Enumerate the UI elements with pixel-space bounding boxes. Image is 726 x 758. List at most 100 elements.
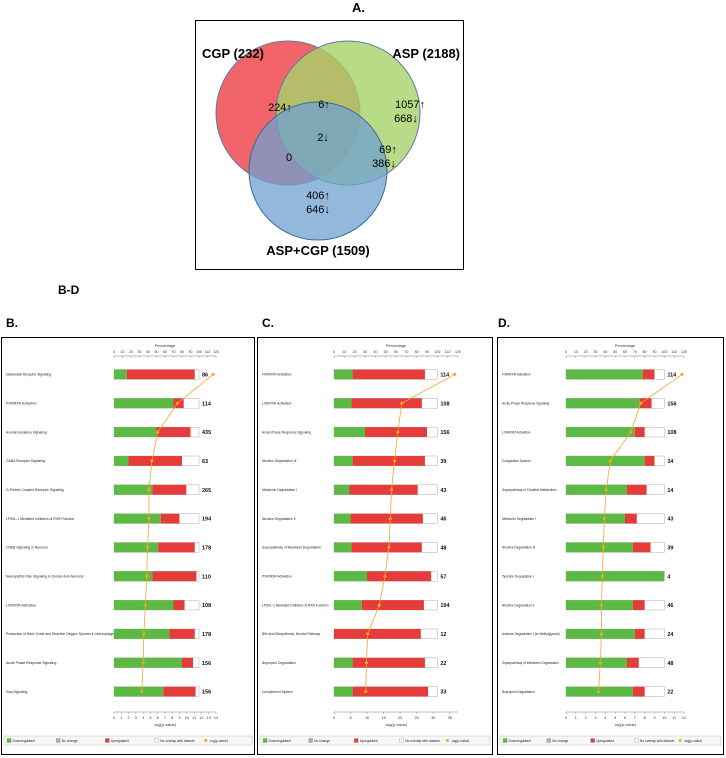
downregulated-bar [334,427,365,437]
bottom-tick-label: 1 [120,716,122,720]
upregulated-bar [626,657,639,668]
total-molecules-label: 114 [667,372,677,378]
downregulated-bar [114,542,159,553]
legend-swatch-down [262,738,268,743]
legend-swatch-none [154,738,159,743]
legend-swatch-nochange [308,738,313,743]
legend-label-none: No overlap with dataset [405,739,440,743]
downregulated-bar [114,571,153,582]
pathway-label: LXR/RXR Activation [262,401,291,405]
pathway-label: Acute Phase Response Signaling [502,401,550,405]
pathway-label: Nicotine Degradation II [502,603,535,607]
legend-swatch-up [105,738,110,743]
downregulated-bar [566,427,635,437]
bottom-tick-label: 1 [575,716,577,720]
upregulated-bar [634,427,645,437]
total-molecules-label: 265 [202,488,211,494]
top-tick-label: 70 [404,350,408,354]
bottom-tick-label: 2 [585,716,587,720]
downregulated-bar [114,657,182,668]
top-tick-label: 100 [196,350,202,354]
total-molecules-label: 108 [667,430,676,436]
venn-set-label-cgp: CGP (232) [202,46,264,61]
pathway-chart-d: Percentage 0 10 20 30 40 50 60 70 80 90 100 110 120 FX… [497,337,724,755]
legend-label-down: Downregulated [13,739,35,743]
upregulated-bar [639,398,652,409]
neglog-p-point [638,401,643,406]
neglog-p-line [598,374,683,692]
neglog-p-point [364,660,369,665]
pathway-label: Tyrosine Degradation I [502,574,534,578]
top-tick-label: 60 [394,350,398,354]
downregulated-bar [566,571,665,582]
total-molecules-label: 114 [202,401,212,407]
legend-swatch-down [6,738,12,743]
bottom-tick-label: 10 [365,716,369,720]
bottom-axis-label: -log(p-value) [614,722,637,727]
upregulated-bar [163,686,196,697]
top-tick-label: 110 [205,350,211,354]
pathway-label: Superpathway of Melatonin Degradation [262,546,321,550]
total-molecules-label: 57 [440,574,446,580]
bottom-tick-label: 8 [644,716,646,720]
top-tick-label: 70 [172,350,176,354]
bottom-axis-label: -log(p-value) [385,722,408,727]
top-axis-label: Percentage [615,343,636,348]
neglog-p-point [680,372,685,377]
downregulated-bar [114,398,174,409]
total-molecules-label: 156 [667,401,676,407]
neglog-p-point [600,574,605,579]
bottom-tick-label: 3 [135,716,137,720]
top-axis-label: Percentage [386,343,407,348]
legend-swatch-nochange [546,738,551,743]
bottom-tick-label: 25 [415,716,419,720]
downregulated-bar [566,542,633,553]
legend-swatch-up [590,738,595,743]
bottom-tick-label: 2 [128,716,130,720]
total-molecules-label: 63 [202,459,208,465]
bottom-tick-label: 5 [349,716,351,720]
bottom-tick-label: 0 [113,716,115,720]
total-molecules-label: 178 [202,545,211,551]
upregulated-bar [169,629,195,639]
pathway-label: GABA Receptor Signaling [6,459,45,463]
downregulated-bar [566,398,640,409]
total-molecules-label: 43 [667,517,673,523]
neglog-p-point [211,372,216,377]
total-molecules-label: 48 [667,661,673,667]
pathway-label: Acetone Degradation I (to Methylglyoxal) [502,632,560,636]
legend-label-down: Downregulated [269,739,291,743]
top-tick-label: 50 [384,350,388,354]
pathway-label: Glutamate Receptor Signaling [6,373,51,377]
bottom-tick-label: 6 [624,716,626,720]
upregulated-bar [625,513,637,524]
pathway-label: LPS/IL-1 Mediated Inhibition of RXR Func… [262,603,329,607]
pathway-label: Superpathway of Citrulline Metabolism [502,488,557,492]
top-tick-label: 80 [180,350,184,354]
legend-label-up: Upregulated [596,739,614,743]
neglog-p-point [141,660,146,665]
upregulated-bar [626,484,647,495]
venn-diagram-panel: CGP (232) ASP (2188) ASP+CGP (1509) 224↑… [195,20,464,270]
legend-swatch-nochange [56,738,61,743]
bottom-tick-label: 10 [662,716,666,720]
total-molecules-label: 14 [667,488,674,494]
total-molecules-label: 12 [440,632,446,638]
legend-label-nochange: No change [314,739,330,743]
pathway-label: Superpathway of Melatonin Degradation [502,661,559,665]
downregulated-bar [114,484,153,495]
pathway-label: Gαq Signaling [6,690,27,694]
total-molecules-label: 34 [667,459,674,465]
bottom-tick-label: 4 [604,716,606,720]
venn-region-asp-combo-up: 69↑ [379,144,397,156]
downregulated-bar [114,369,127,380]
panel-bd-label: B-D [58,283,80,297]
top-tick-label: 90 [653,350,657,354]
upregulated-bar [632,600,645,610]
top-tick-label: 90 [425,350,429,354]
pathway-label: Acute Phase Response Signaling [262,430,311,434]
legend-box [259,735,491,746]
downregulated-bar [334,513,351,524]
total-molecules-label: 194 [202,517,212,523]
